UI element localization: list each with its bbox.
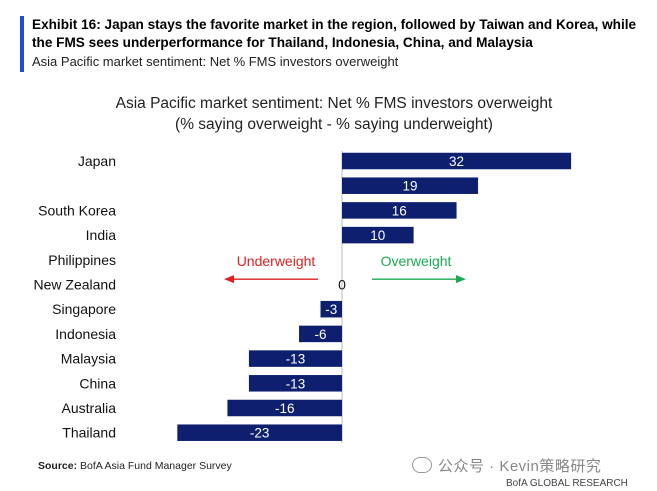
data-label: -16 bbox=[275, 401, 295, 416]
bar bbox=[342, 177, 479, 194]
bar bbox=[320, 300, 342, 318]
exhibit-subtitle: Asia Pacific market sentiment: Net % FMS… bbox=[32, 54, 399, 69]
underweight-label: Underweight bbox=[237, 253, 316, 269]
data-label: -6 bbox=[315, 327, 327, 342]
watermark: 公众号 · Kevin策略研究 bbox=[412, 455, 601, 476]
watermark-text: 公众号 · Kevin策略研究 bbox=[438, 458, 602, 475]
data-label: 19 bbox=[403, 179, 418, 194]
bar bbox=[177, 424, 342, 441]
bar bbox=[342, 152, 572, 170]
data-label: 16 bbox=[392, 203, 407, 218]
bar bbox=[248, 375, 342, 392]
source-label: Source: bbox=[38, 460, 78, 472]
exhibit-header: Exhibit 16: Japan stays the favorite mar… bbox=[20, 16, 645, 72]
underweight-arrow-icon bbox=[224, 275, 234, 284]
category-label: Japan bbox=[78, 153, 116, 169]
data-label: -13 bbox=[286, 352, 306, 367]
overweight-label: Overweight bbox=[381, 253, 452, 269]
bar bbox=[299, 325, 342, 343]
chart-title-block: Asia Pacific market sentiment: Net % FMS… bbox=[100, 93, 568, 135]
bar bbox=[342, 202, 457, 219]
category-label: Malaysia bbox=[61, 351, 116, 367]
category-label: Thailand bbox=[62, 425, 116, 441]
bar bbox=[248, 350, 342, 367]
data-label: -13 bbox=[286, 376, 306, 391]
data-label: 0 bbox=[338, 277, 346, 293]
credit-text: BofA GLOBAL RESEARCH bbox=[506, 478, 628, 489]
data-label: 32 bbox=[449, 154, 464, 169]
category-label: New Zealand bbox=[34, 277, 117, 293]
accent-bar bbox=[20, 16, 24, 72]
chart-subtitle: (% saying overweight - % saying underwei… bbox=[175, 116, 493, 133]
bar bbox=[342, 226, 414, 244]
category-label: Singapore bbox=[52, 301, 116, 317]
source-note: Source: BofA Asia Fund Manager Survey bbox=[38, 460, 232, 472]
category-label: Indonesia bbox=[55, 326, 116, 342]
chart-title: Asia Pacific market sentiment: Net % FMS… bbox=[115, 95, 553, 112]
data-label: -3 bbox=[325, 302, 337, 317]
data-label: -23 bbox=[250, 426, 270, 441]
category-label: South Korea bbox=[38, 202, 116, 218]
source-text: BofA Asia Fund Manager Survey bbox=[77, 460, 232, 472]
category-label: Australia bbox=[62, 400, 117, 416]
category-label: Philippines bbox=[48, 252, 116, 268]
wechat-icon bbox=[412, 457, 432, 473]
exhibit-title: Exhibit 16: Japan stays the favorite mar… bbox=[32, 17, 637, 50]
overweight-arrow-icon bbox=[456, 275, 466, 284]
data-label: 10 bbox=[370, 228, 385, 243]
category-label: India bbox=[86, 227, 117, 243]
category-label: China bbox=[79, 375, 116, 391]
bar bbox=[227, 399, 342, 417]
